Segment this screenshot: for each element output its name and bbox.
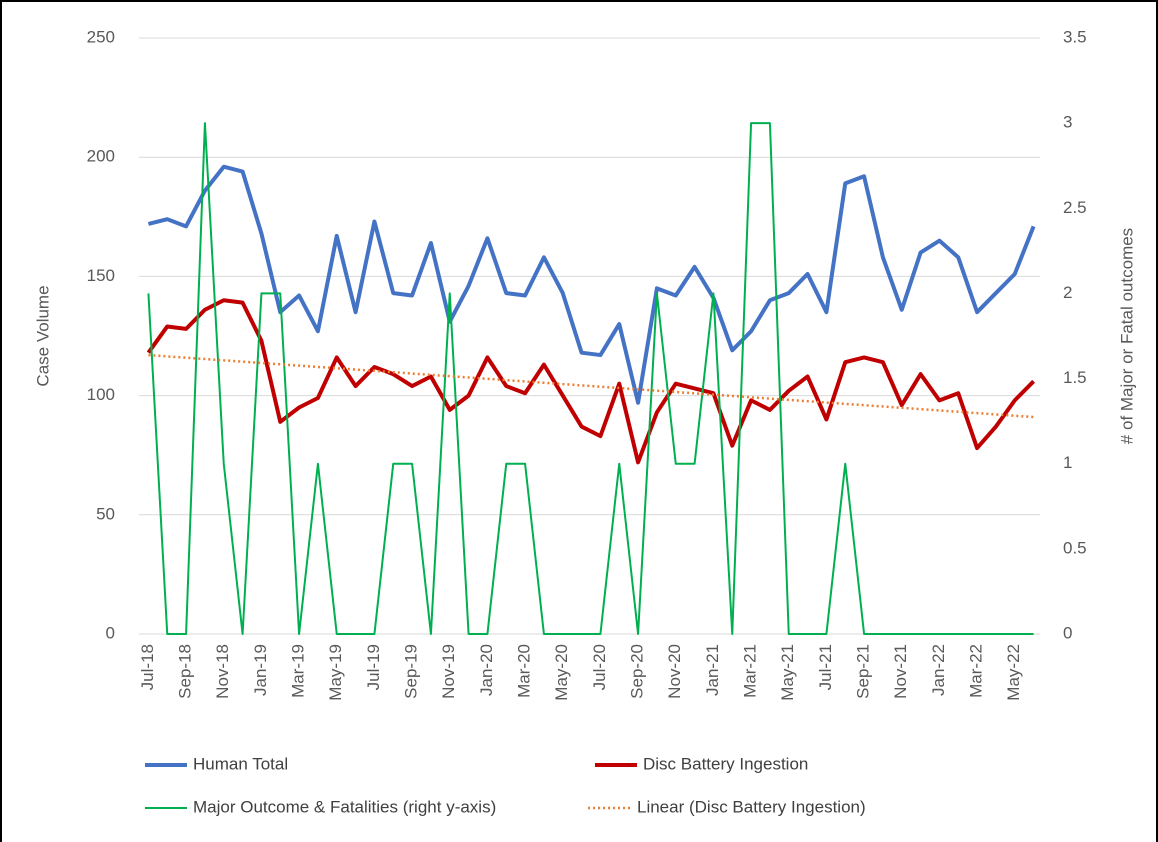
y2-tick-label: 2.5 [1063,198,1087,217]
x-tick-label: Jul-21 [816,644,835,690]
series-line [146,298,1036,465]
x-tick-label: May-21 [778,644,797,701]
y2-tick-label: 2 [1063,283,1072,302]
y-axis-label: Case Volume [33,285,52,386]
y-tick-label: 250 [87,27,115,46]
legend-label: Disc Battery Ingestion [643,754,808,773]
x-tick-label: Jul-20 [590,644,609,690]
trendline [148,353,1034,419]
series-line [147,122,1034,635]
legend-label: Linear (Disc Battery Ingestion) [637,797,866,816]
x-tick-label: Nov-21 [891,644,910,699]
y2-tick-label: 3 [1063,113,1072,132]
x-tick-label: Nov-18 [213,644,232,699]
x-tick-label: Mar-20 [515,644,534,698]
y-tick-label: 100 [87,385,115,404]
y2-axis-label: # of Major or Fatal outcomes [1117,228,1136,444]
x-tick-label: Mar-21 [741,644,760,698]
x-tick-label: May-19 [326,644,345,701]
x-tick-label: Mar-19 [289,644,308,698]
y2-tick-label: 1.5 [1063,368,1087,387]
x-tick-label: Sep-20 [628,644,647,699]
legend-label: Major Outcome & Fatalities (right y-axis… [193,797,496,816]
x-tick-label: Jul-18 [138,644,157,690]
x-tick-label: Jan-21 [703,644,722,696]
legend-label: Human Total [193,754,288,773]
x-tick-label: Jan-20 [477,644,496,696]
x-tick-label: Jan-19 [251,644,270,696]
series-line [147,164,1036,405]
x-tick-label: Nov-20 [665,644,684,699]
y-tick-label: 50 [96,504,115,523]
x-tick-label: May-22 [1004,644,1023,701]
x-tick-label: Sep-19 [402,644,421,699]
y2-tick-label: 0 [1063,623,1072,642]
y2-tick-label: 0.5 [1063,538,1087,557]
y2-tick-label: 3.5 [1063,27,1087,46]
x-tick-label: Jul-19 [364,644,383,690]
x-tick-label: Sep-18 [176,644,195,699]
y-tick-label: 150 [87,266,115,285]
x-tick-label: Nov-19 [439,644,458,699]
y2-tick-label: 1 [1063,453,1072,472]
x-tick-label: Mar-22 [967,644,986,698]
x-tick-label: Jan-22 [929,644,948,696]
x-tick-label: May-20 [552,644,571,701]
y-tick-label: 0 [106,623,115,642]
y-tick-label: 200 [87,147,115,166]
x-tick-label: Sep-21 [854,644,873,699]
